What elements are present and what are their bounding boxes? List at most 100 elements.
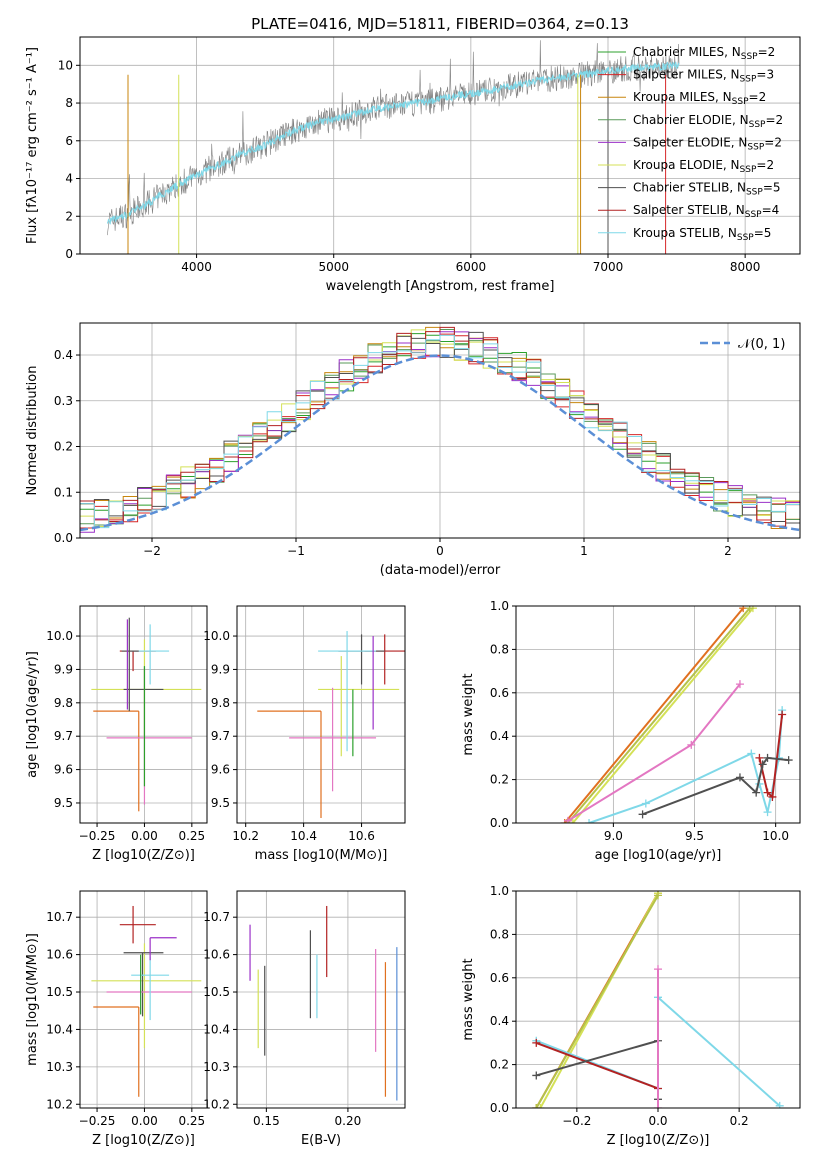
y-tick-label: 0.4 bbox=[490, 729, 509, 743]
plot-area bbox=[106, 40, 680, 254]
legend-label: 𝒩(0, 1) bbox=[738, 337, 785, 352]
legend-label: Chabrier ELODIE, NSSP=2 bbox=[633, 113, 783, 130]
x-axis-label: Z [log10(Z/Z⊙)] bbox=[92, 848, 195, 863]
y-tick-label: 0.2 bbox=[490, 1058, 509, 1072]
y-tick-label: 9.5 bbox=[211, 796, 230, 810]
x-tick-label: 0.2 bbox=[730, 1114, 749, 1128]
y-axis-label: age [log10(age/yr)] bbox=[25, 651, 40, 778]
y-tick-label: 1.0 bbox=[490, 599, 509, 613]
y-tick-label: 10.5 bbox=[203, 985, 230, 999]
legend-subscript: SSP bbox=[737, 233, 754, 243]
legend-label: Salpeter MILES, NSSP=3 bbox=[633, 68, 774, 85]
y-axis-label: mass weight bbox=[461, 673, 476, 755]
x-tick-label: 0.25 bbox=[178, 1114, 205, 1128]
y-tick-label: 1.0 bbox=[490, 884, 509, 898]
panel-1: −2 −1 0 1 2 0.0 0.1 0.2 0.3 0.4 (data-model)/error… bbox=[25, 322, 801, 578]
legend-subscript: SSP bbox=[740, 75, 757, 85]
series-marker bbox=[641, 799, 650, 808]
legend-subscript: SSP bbox=[732, 97, 749, 107]
y-tick-label: 10.4 bbox=[46, 1022, 73, 1036]
plot-area bbox=[249, 905, 398, 1101]
legend-tail: =2 bbox=[764, 135, 782, 149]
x-axis-label: E(B-V) bbox=[301, 1133, 341, 1148]
legend-subscript: SSP bbox=[740, 165, 757, 175]
legend-tail: =3 bbox=[756, 68, 774, 82]
series-marker bbox=[654, 891, 662, 900]
spectrum-data-line bbox=[107, 40, 680, 236]
y-tick-label: 0 bbox=[65, 247, 73, 261]
x-tick-label: 5000 bbox=[318, 260, 349, 274]
y-tick-label: 10.5 bbox=[46, 985, 73, 999]
y-tick-label: 10.3 bbox=[203, 1060, 230, 1074]
x-tick-label: −1 bbox=[287, 544, 305, 558]
legend-tail: =5 bbox=[763, 181, 781, 195]
x-tick-label: 10.2 bbox=[232, 829, 259, 843]
panel-4: 9.0 9.5 10.0 0.0 0.2 0.4 0.6 0.8 1.0 age [log10(a… bbox=[461, 599, 801, 863]
series-line bbox=[567, 607, 751, 823]
y-tick-label: 0.0 bbox=[490, 1101, 509, 1115]
series-line bbox=[758, 714, 784, 799]
legend-label: Kroupa STELIB, NSSP=5 bbox=[633, 226, 771, 243]
y-tick-label: 0.1 bbox=[54, 485, 73, 499]
legend-tail: =2 bbox=[765, 113, 783, 127]
y-tick-label: 0.8 bbox=[490, 927, 509, 941]
plot-area bbox=[91, 905, 202, 1097]
x-tick-label: −2 bbox=[143, 544, 161, 558]
series-marker bbox=[687, 740, 696, 749]
legend-subscript: SSP bbox=[745, 210, 762, 220]
series-marker bbox=[654, 965, 662, 974]
histogram-series bbox=[80, 326, 800, 527]
y-tick-label: 10.0 bbox=[203, 629, 230, 643]
panel-3: 10.2 10.4 10.6 9.5 9.6 9.7 9.8 9.9 10.0 mass [log… bbox=[203, 605, 406, 863]
legend-subscript: SSP bbox=[747, 142, 764, 152]
series-marker bbox=[775, 1101, 784, 1108]
histogram-series bbox=[80, 331, 800, 524]
x-tick-label: −0.25 bbox=[79, 1114, 116, 1128]
axes-frame bbox=[236, 605, 406, 824]
panel-0: 4000 5000 6000 7000 8000 0 2 4 6 8 10 wavelength [A… bbox=[25, 36, 801, 294]
x-tick-label: 0.25 bbox=[178, 829, 205, 843]
series-marker bbox=[752, 788, 761, 797]
series-line bbox=[535, 1041, 659, 1090]
x-tick-label: −0.2 bbox=[562, 1114, 591, 1128]
legend-tail: =2 bbox=[749, 90, 767, 104]
axes-frame bbox=[79, 605, 208, 824]
series-marker bbox=[735, 680, 744, 689]
y-tick-label: 9.5 bbox=[54, 796, 73, 810]
x-axis-label: age [log10(age/yr)] bbox=[595, 848, 722, 863]
series-marker bbox=[654, 1104, 662, 1108]
x-tick-label: 10.4 bbox=[290, 829, 317, 843]
y-tick-label: 2 bbox=[65, 209, 73, 223]
x-tick-label: 4000 bbox=[181, 260, 212, 274]
y-tick-label: 0.0 bbox=[54, 531, 73, 545]
y-tick-label: 10.4 bbox=[203, 1022, 230, 1036]
panel-7: −0.2 0.0 0.2 0.0 0.2 0.4 0.6 0.8 1.0 Z [log10(Z/Z… bbox=[461, 884, 801, 1148]
x-tick-label: 9.0 bbox=[604, 829, 623, 843]
y-tick-label: 10.0 bbox=[46, 629, 73, 643]
series-marker bbox=[755, 753, 764, 762]
series-marker bbox=[585, 819, 594, 823]
series-line bbox=[572, 607, 754, 823]
histogram-series bbox=[80, 334, 800, 529]
y-tick-label: 9.8 bbox=[54, 696, 73, 710]
series-marker bbox=[532, 1071, 541, 1080]
y-tick-label: 10.2 bbox=[46, 1097, 73, 1111]
grid bbox=[80, 606, 207, 823]
x-tick-label: −0.25 bbox=[79, 829, 116, 843]
series-marker bbox=[768, 792, 777, 801]
y-tick-label: 9.7 bbox=[54, 729, 73, 743]
legend-label: Kroupa ELODIE, NSSP=2 bbox=[633, 158, 774, 175]
x-tick-label: 0.00 bbox=[131, 829, 158, 843]
normal-curve bbox=[80, 354, 800, 532]
panel-5: −0.25 0.00 0.25 10.2 10.3 10.4 10.5 10.6 10.7 Z [… bbox=[25, 890, 208, 1148]
y-tick-label: 9.6 bbox=[211, 763, 230, 777]
x-tick-label: 0.00 bbox=[131, 1114, 158, 1128]
x-tick-label: 2 bbox=[724, 544, 732, 558]
series-marker bbox=[568, 819, 577, 823]
legend-subscript: SSP bbox=[741, 52, 758, 62]
y-tick-label: 0.6 bbox=[490, 971, 509, 985]
series-line bbox=[535, 894, 659, 1108]
x-tick-label: 10.6 bbox=[348, 829, 375, 843]
y-tick-label: 4 bbox=[65, 172, 73, 186]
x-tick-label: 9.5 bbox=[685, 829, 704, 843]
